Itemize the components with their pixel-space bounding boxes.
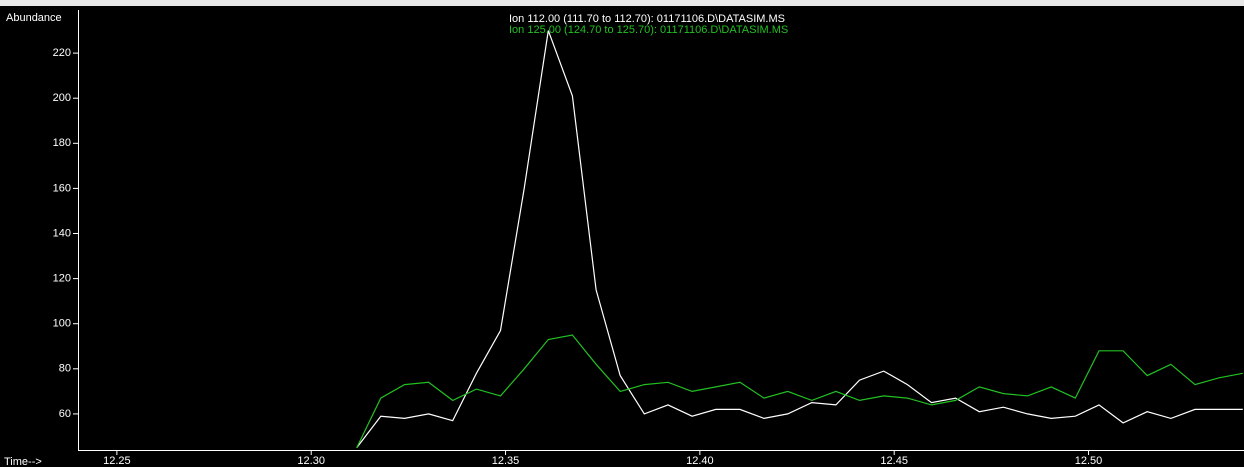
y-tick-label: 160 bbox=[53, 182, 71, 194]
y-tick-label: 60 bbox=[59, 408, 71, 420]
y-tick-label: 200 bbox=[53, 92, 71, 104]
legend-entry: Ion 112.00 (111.70 to 112.70): 01171106.… bbox=[509, 13, 785, 25]
y-tick-label: 140 bbox=[53, 227, 71, 239]
y-axis-label: Abundance bbox=[6, 12, 62, 24]
y-tick-label: 120 bbox=[53, 273, 71, 285]
y-tick-label: 100 bbox=[53, 318, 71, 330]
y-tick-label: 220 bbox=[53, 47, 71, 59]
x-tick-label: 12.40 bbox=[686, 455, 714, 467]
x-tick-label: 12.25 bbox=[103, 455, 131, 467]
y-tick-label: 180 bbox=[53, 137, 71, 149]
x-tick-label: 12.35 bbox=[492, 455, 520, 467]
series-line bbox=[356, 30, 1243, 449]
x-tick-label: 12.30 bbox=[297, 455, 325, 467]
x-tick-label: 12.50 bbox=[1075, 455, 1103, 467]
top-border bbox=[0, 0, 1244, 6]
legend-entry: Ion 125.00 (124.70 to 125.70): 01171106.… bbox=[509, 24, 788, 36]
y-tick-label: 80 bbox=[59, 363, 71, 375]
x-axis-label: Time--> bbox=[4, 456, 42, 467]
x-tick-label: 12.45 bbox=[880, 455, 908, 467]
series-line bbox=[356, 334, 1243, 448]
